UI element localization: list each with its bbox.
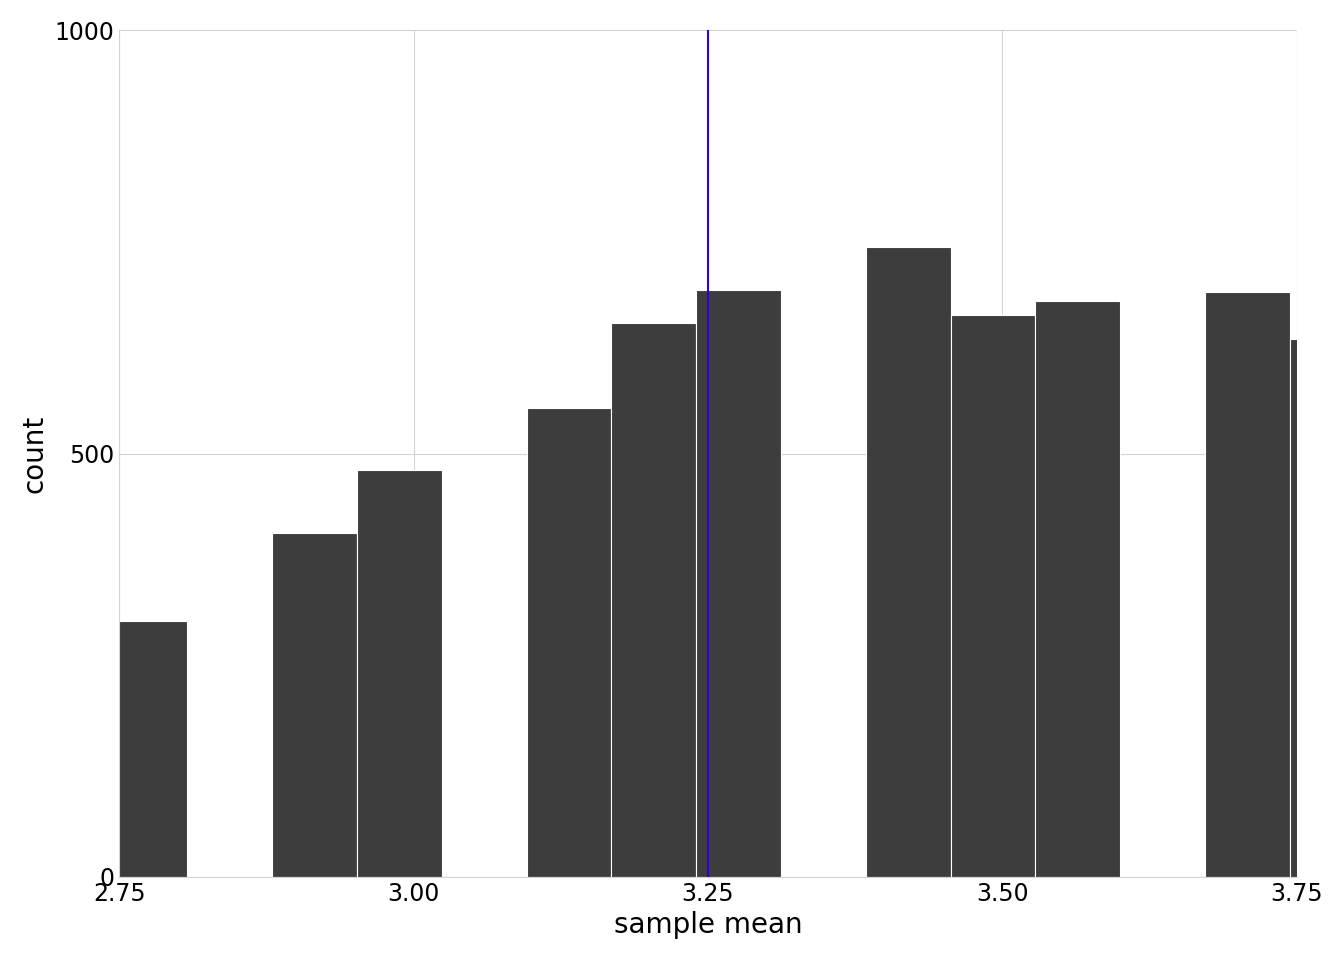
X-axis label: sample mean: sample mean	[614, 911, 802, 939]
Bar	[102, 621, 187, 876]
Y-axis label: count: count	[22, 415, 48, 492]
Bar	[1035, 301, 1120, 876]
Bar	[1290, 339, 1344, 876]
Bar	[612, 324, 696, 876]
Bar	[696, 290, 781, 876]
Bar	[866, 247, 950, 876]
Bar	[527, 408, 612, 876]
Bar	[0, 725, 17, 876]
Bar	[17, 676, 102, 876]
Bar	[1206, 292, 1290, 876]
Bar	[358, 470, 442, 876]
Bar	[950, 315, 1035, 876]
Bar	[273, 533, 358, 876]
